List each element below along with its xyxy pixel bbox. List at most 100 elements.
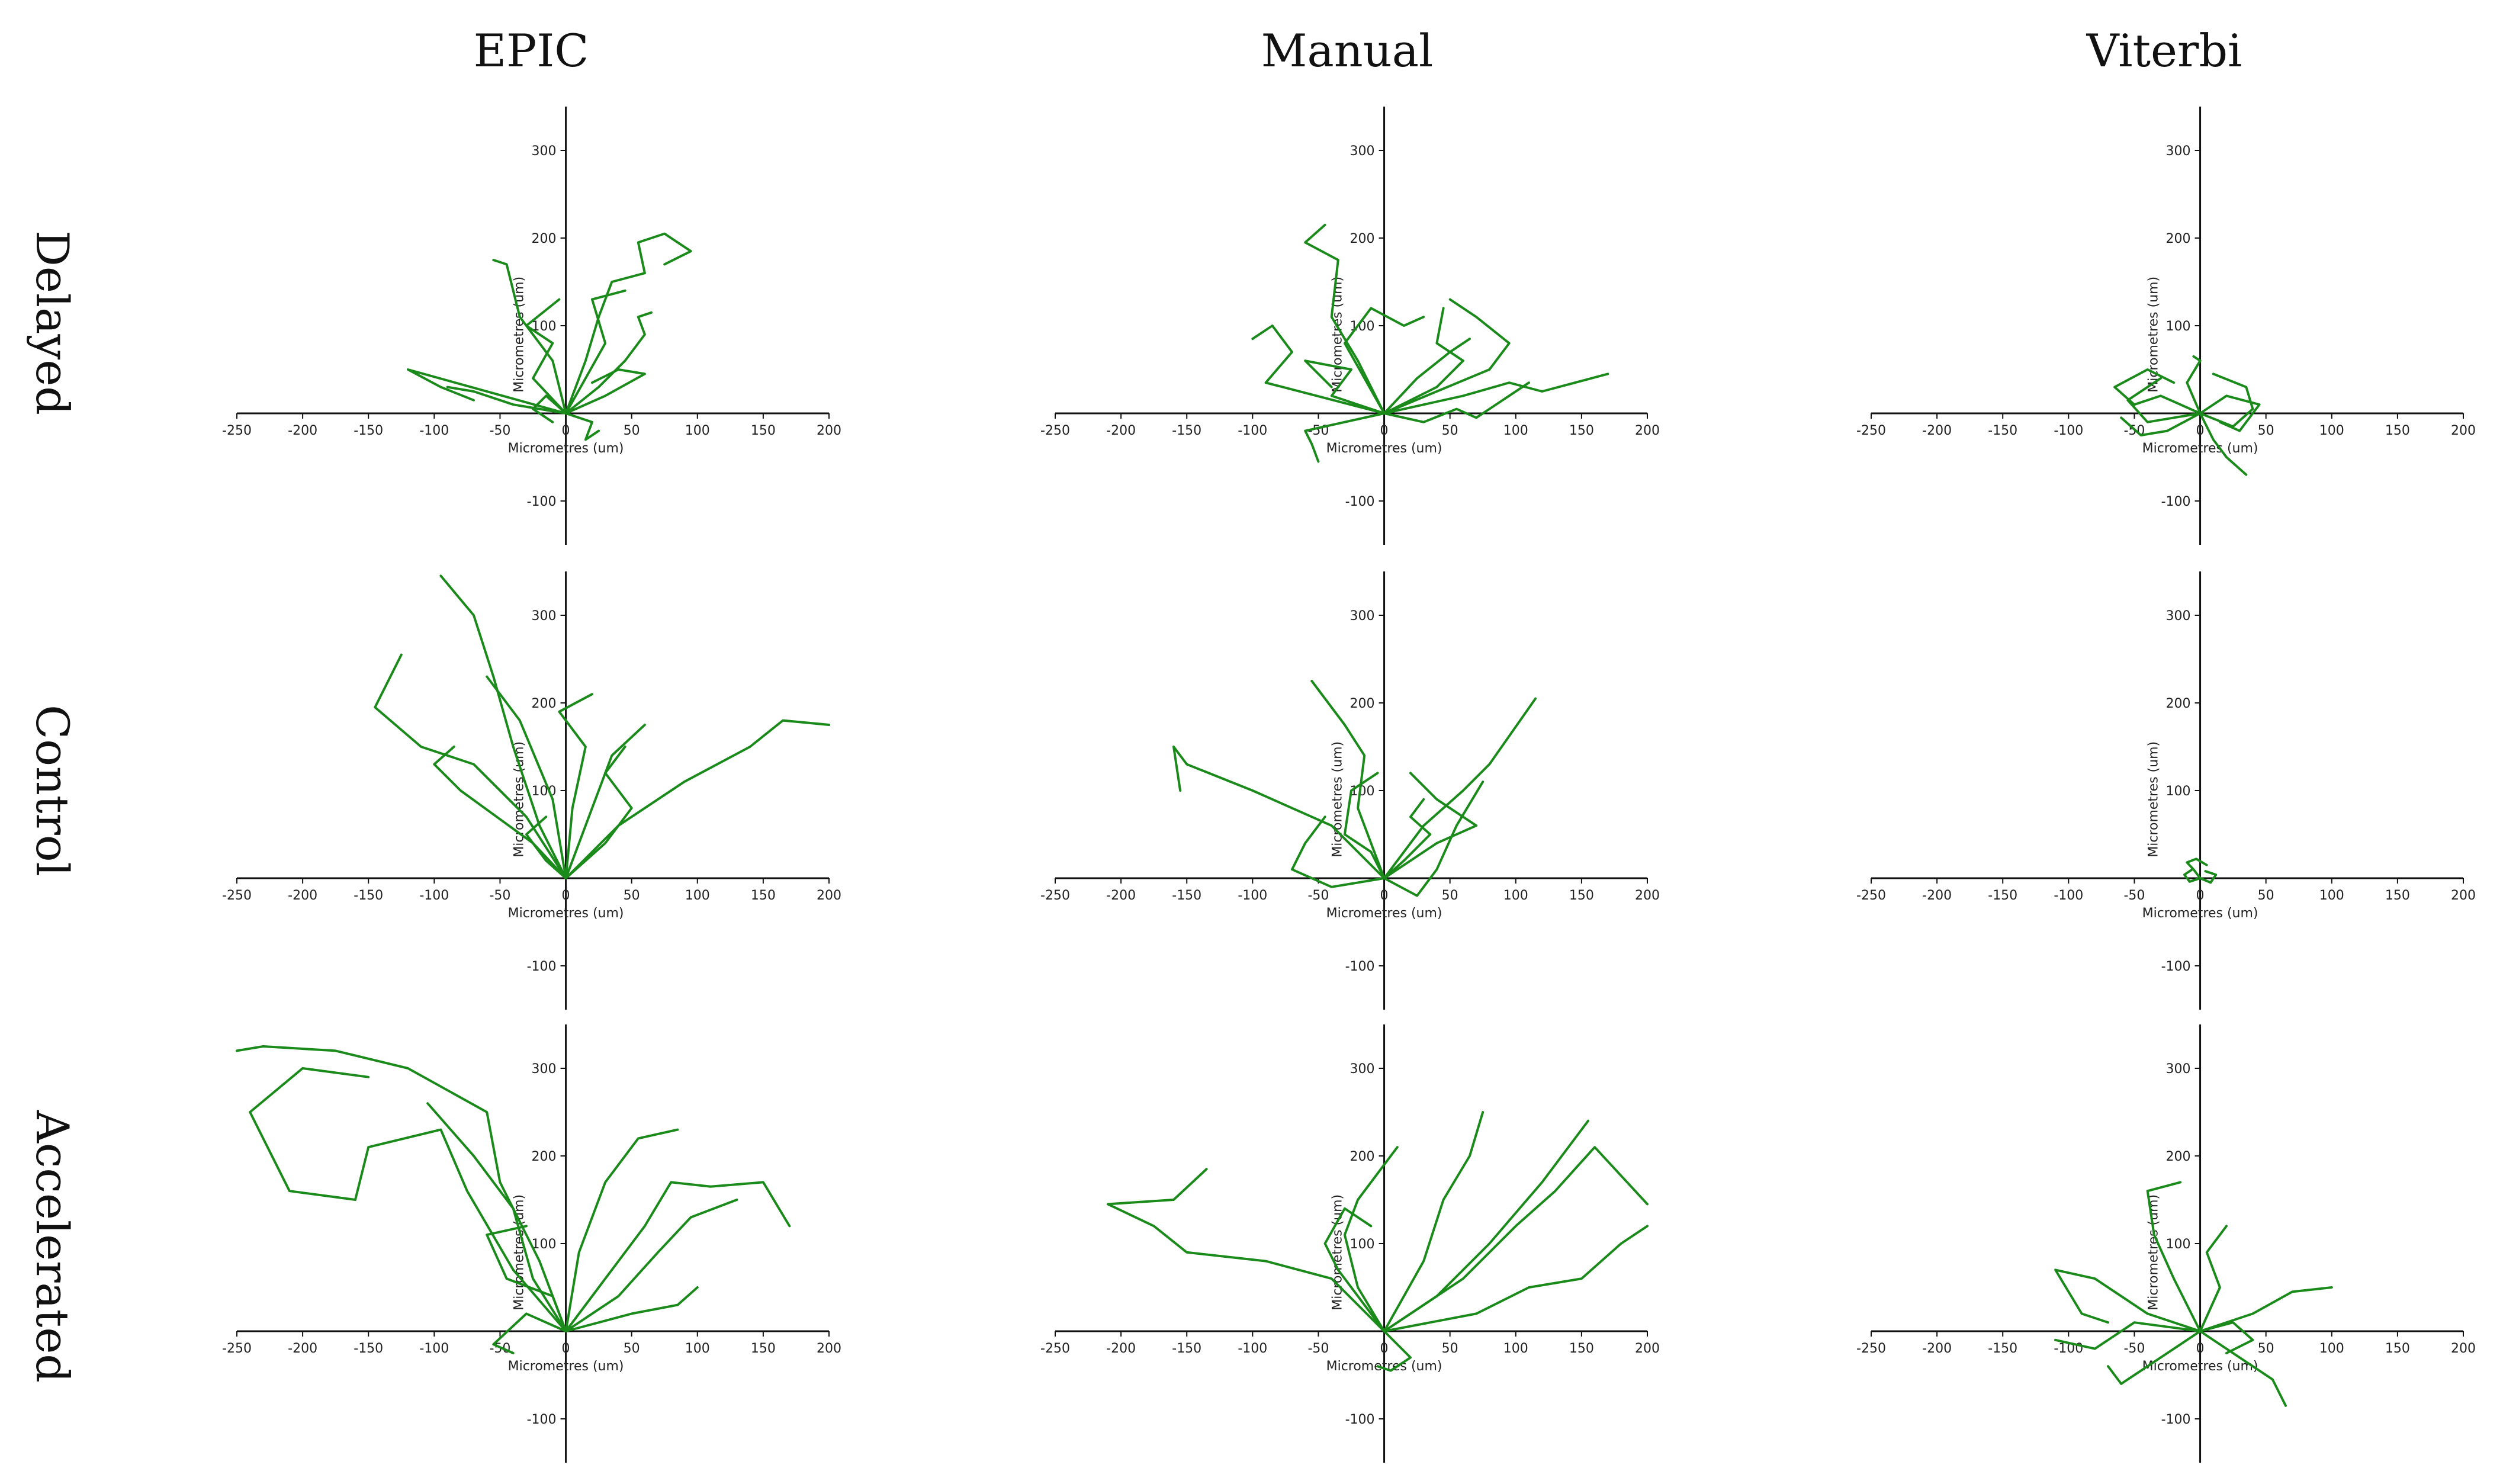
y-tick-label: 200 [1350,696,1375,711]
x-tick-label: -250 [222,1341,252,1356]
trajectory-line [1383,381,1530,423]
x-tick-label: 200 [2451,1341,2476,1356]
y-tick-label: -100 [1345,494,1375,509]
x-tick-label: 0 [2196,1341,2205,1356]
x-tick-label: 150 [2385,423,2410,438]
x-axis-label: Micrometres (um) [1326,906,1442,921]
x-tick-label: 100 [685,1341,710,1356]
x-tick-label: -250 [1040,888,1070,903]
trajectory-line [1383,772,1478,879]
trajectory-line [486,1225,567,1332]
x-tick-label: -150 [1172,1341,1201,1356]
column-title-viterbi: Viterbi [2086,24,2242,77]
x-tick-label: 100 [1503,888,1528,903]
y-tick-label: 300 [532,144,557,159]
trajectory-line [374,653,567,879]
x-tick-label: 0 [2196,888,2205,903]
trajectory-line [2146,1181,2202,1332]
trajectory-line [1291,815,1386,888]
trajectory-line [564,289,626,415]
trajectory-line [1343,1146,1399,1332]
trajectory-line [1376,1330,1412,1372]
trajectory-line [1383,307,1464,415]
y-tick-label: 300 [532,609,557,624]
x-tick-label: -150 [1172,423,1201,438]
y-tick-label: -100 [527,959,557,974]
row-title-delayed: Delayed [26,230,79,415]
x-tick-label: 200 [817,423,841,438]
x-tick-label: 50 [2258,888,2274,903]
y-tick-label: 300 [532,1062,557,1077]
trajectory-line [564,1199,738,1332]
trajectory-line [236,1045,567,1332]
trajectory-line [525,298,567,415]
x-tick-label: -200 [1106,423,1136,438]
x-tick-label: 100 [685,423,710,438]
x-tick-label: -50 [489,1341,510,1356]
x-tick-label: -150 [354,1341,383,1356]
trajectory-line [1310,680,1386,879]
x-tick-label: 100 [2319,423,2344,438]
trajectory-line [564,724,646,879]
x-tick-label: -50 [489,423,510,438]
x-tick-label: 50 [2258,1341,2274,1356]
panel-accelerated-viterbi: -250 -200 -150 -100 -50 0 50 100 150 200-10010020… [1856,1024,2476,1463]
panel-control-manual: -250 -200 -150 -100 -50 0 50 100 150 200 -100 100 20… [1040,571,1660,1010]
y-tick-label: 200 [1350,1149,1375,1164]
x-tick-label: -200 [1922,888,1952,903]
y-tick-label: 300 [1350,144,1375,159]
trajectory-line [1383,697,1537,879]
x-tick-label: 50 [624,423,640,438]
x-tick-label: -100 [2054,888,2083,903]
x-tick-label: 50 [624,1341,640,1356]
trajectory-line [426,1102,567,1332]
y-axis-label: Micrometres (um) [512,741,527,857]
trajectory-line [249,1067,567,1332]
x-tick-label: 200 [1635,888,1660,903]
y-tick-label: 100 [2166,319,2191,334]
x-tick-label: 200 [2451,888,2476,903]
trajectory-line [2183,868,2202,883]
x-tick-label: 100 [2319,888,2344,903]
trajectory-line [2054,1268,2202,1332]
trajectory-line [525,815,567,879]
x-tick-label: -250 [1040,423,1070,438]
y-axis-label: Micrometres (um) [1331,741,1345,857]
trajectory-line [564,232,692,415]
x-tick-label: -200 [1922,1341,1952,1356]
trajectory-line [2186,355,2202,415]
trajectory-line [2199,1225,2228,1332]
x-tick-label: 0 [562,888,570,903]
trajectory-line [2120,412,2202,436]
x-tick-label: 150 [1569,423,1594,438]
trajectory-line [1304,359,1386,415]
trajectory-line [2113,368,2202,415]
x-tick-label: 50 [1442,423,1458,438]
trajectory-line [2186,857,2208,879]
trajectory-line [1383,1146,1649,1332]
trajectory-line [2199,870,2218,884]
x-axis-label: Micrometres (um) [508,441,624,456]
y-tick-label: 100 [1350,1237,1375,1252]
trajectory-line [1343,307,1425,415]
x-tick-label: 0 [1380,1341,1389,1356]
y-tick-label: -100 [1345,1412,1375,1427]
y-tick-label: 200 [1350,232,1375,246]
trajectory-line [564,1181,791,1332]
x-axis-label: Micrometres (um) [1326,1359,1442,1374]
x-tick-label: -100 [419,1341,449,1356]
trajectory-line [1383,1119,1589,1332]
x-tick-label: -150 [1988,1341,2017,1356]
x-tick-label: -200 [1922,423,1952,438]
trajectory-line [1383,798,1432,879]
trajectory-line [2199,1321,2254,1354]
x-tick-label: 200 [817,1341,841,1356]
x-tick-label: -50 [1307,888,1329,903]
y-tick-label: 200 [532,1149,557,1164]
trajectory-line [2126,377,2202,423]
x-tick-label: -250 [1856,1341,1886,1356]
x-tick-label: -150 [1172,888,1201,903]
y-tick-label: 200 [2166,1149,2191,1164]
x-axis-label: Micrometres (um) [2142,441,2258,456]
trajectory-line [558,693,593,879]
